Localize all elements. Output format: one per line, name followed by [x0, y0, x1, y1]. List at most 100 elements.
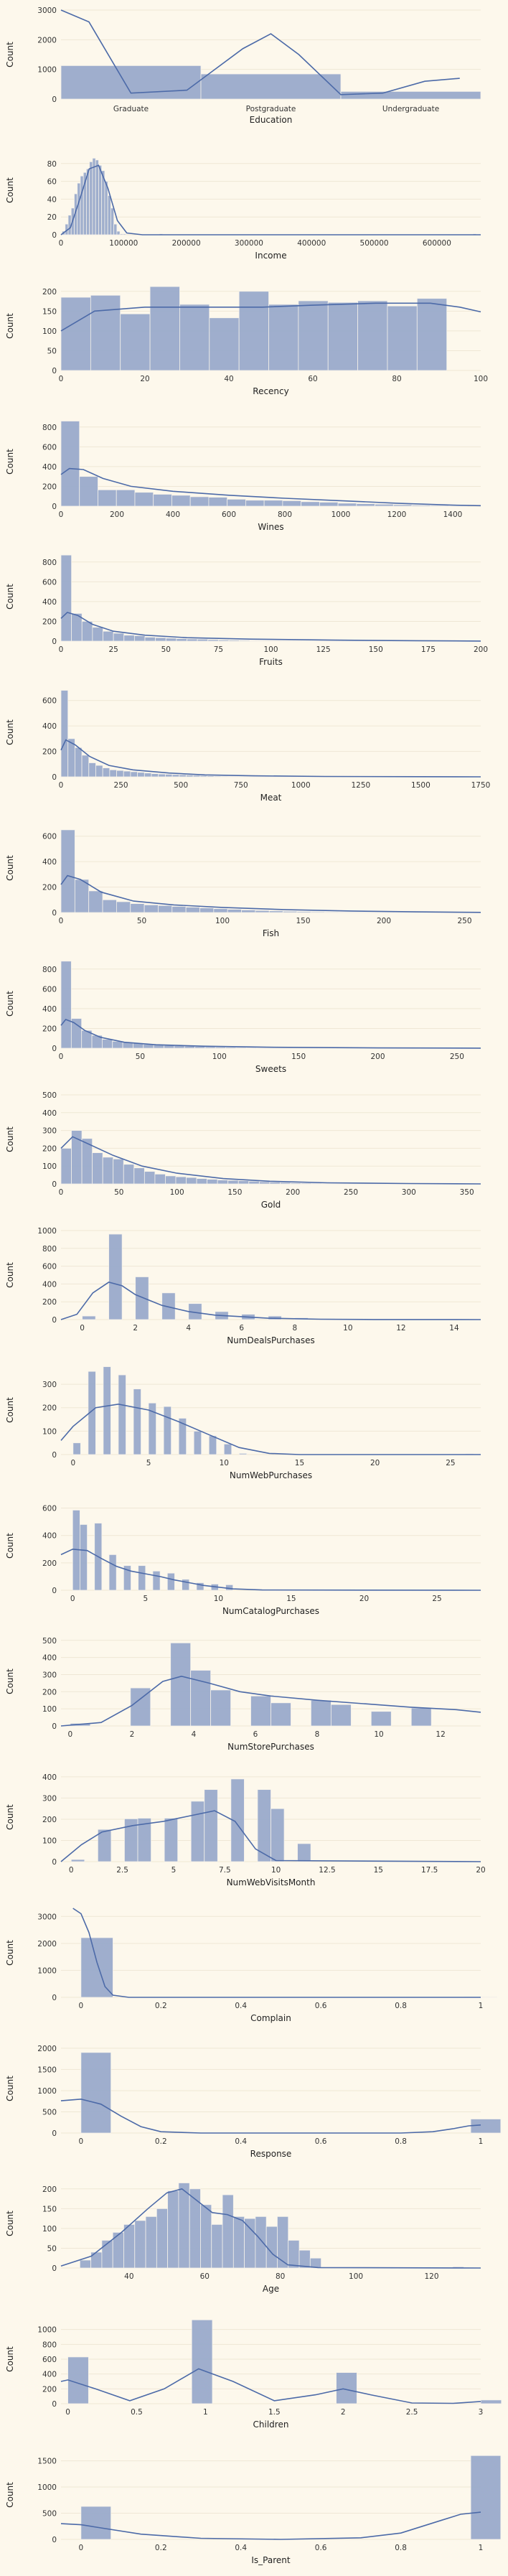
x-tick-label: 100 — [212, 1053, 227, 1061]
bar — [60, 1147, 72, 1185]
y-tick-label: 400 — [42, 722, 57, 731]
chart-wines: 0 200 400 600 800 1000 1200 1400 0 200 400 600 800 Wi… — [5, 420, 481, 532]
x-tick-label: 500 — [174, 781, 188, 790]
y-tick-label: 50 — [47, 347, 57, 355]
bar — [119, 233, 123, 235]
bar — [176, 638, 187, 642]
bar — [145, 2216, 157, 2269]
x-tick-label: 0 — [59, 239, 64, 248]
bar — [79, 2260, 92, 2269]
bar — [152, 1571, 161, 1591]
bar — [155, 638, 166, 642]
y-tick-label: 300 — [42, 1794, 57, 1803]
chart-age: 40 60 80 100 120 0 50 100 150 200 Age Count — [5, 2183, 481, 2294]
bar — [113, 1158, 124, 1185]
bar — [192, 775, 201, 778]
kde-curve — [60, 874, 481, 913]
y-tick-label: 2000 — [37, 36, 57, 45]
x-tick-label: 500000 — [360, 239, 389, 248]
bar — [298, 300, 329, 371]
y-tick-label: 2000 — [37, 1940, 57, 1949]
y-tick-label: 100 — [42, 1162, 57, 1171]
bar — [301, 1182, 312, 1185]
x-tick-label: 6 — [239, 1324, 244, 1333]
bar — [60, 65, 202, 100]
panel-complain: 0 0.2 0.4 0.6 0.8 1 0 1000 2000 3000 Complain Count — [0, 1898, 508, 2034]
bar — [241, 910, 256, 913]
bar — [179, 774, 187, 778]
bar — [327, 302, 358, 371]
bar — [225, 1585, 234, 1591]
bar — [123, 770, 131, 778]
bar — [130, 771, 138, 778]
bar — [110, 207, 115, 235]
kde-curve — [60, 1281, 481, 1320]
y-tick-label: 0 — [52, 909, 57, 918]
bar — [120, 313, 151, 371]
y-tick-label: 0 — [52, 503, 57, 511]
bar — [60, 555, 72, 642]
bar — [88, 762, 96, 778]
x-axis-label: NumStorePurchases — [227, 1742, 314, 1752]
x-tick-label: 75 — [214, 645, 223, 654]
panel-income: 0 100000 200000 300000 400000 500000 600000 0 20… — [0, 136, 508, 271]
x-tick-label: 250 — [457, 917, 471, 925]
kde-curve — [72, 1908, 481, 1998]
panel-numwebvisitsmonth: 0 2.5 5 7.5 10 12.5 15 17.5 20 0 100 200 300 400 NumWe… — [0, 1763, 508, 1898]
bar — [60, 690, 69, 778]
bar — [107, 195, 111, 235]
bar — [175, 1176, 187, 1185]
bar — [189, 496, 210, 506]
x-tick-label: 20 — [476, 1866, 485, 1875]
bar — [338, 911, 353, 913]
chart-numwebvisitsmonth: 0 2.5 5 7.5 10 12.5 15 17.5 200100200300400NumWe… — [5, 1773, 486, 1887]
bar — [154, 1173, 166, 1185]
x-tick-label: 0 — [59, 917, 64, 925]
bar — [164, 1818, 179, 1862]
kde-curve — [60, 1136, 481, 1185]
kde-curve — [60, 1404, 481, 1456]
y-tick-label: 200 — [42, 287, 57, 296]
y-tick-label: 100 — [42, 1705, 57, 1714]
x-tick-label: 2.5 — [406, 2408, 418, 2417]
x-axis-label: NumCatalogPurchases — [222, 1606, 319, 1616]
x-tick-label: 100000 — [109, 239, 138, 248]
bar — [232, 2216, 245, 2269]
y-axis-label: Count — [5, 1126, 15, 1152]
bar — [197, 639, 209, 642]
x-axis-label: Fish — [263, 928, 279, 938]
bar — [148, 1403, 156, 1455]
x-tick-label: 100 — [349, 2272, 363, 2281]
bar — [200, 73, 342, 100]
chart-response: 0 0.2 0.4 0.6 0.8 1 0 500 1000 1500 2000 Response Co… — [5, 2045, 502, 2159]
x-tick-label: 400 — [166, 510, 180, 519]
kde-curve — [60, 164, 481, 235]
bar — [102, 899, 117, 913]
x-tick-label: 350 — [460, 1188, 474, 1197]
y-axis-label: Count — [5, 448, 15, 474]
x-tick-label: 10 — [220, 1459, 229, 1467]
x-tick-label: 10 — [271, 1866, 281, 1875]
x-tick-label: 1 — [479, 2137, 484, 2146]
kde-curve — [60, 1676, 481, 1727]
chart-numwebpurchases: 0 5 10 15 20 25 0 100 200 300 NumWebPurchases Count — [5, 1366, 481, 1480]
x-tick-label: 50 — [137, 917, 146, 925]
bar — [470, 2455, 502, 2540]
bar — [208, 496, 228, 506]
x-tick-label: 50 — [114, 1188, 123, 1197]
y-tick-label: 400 — [42, 1532, 57, 1541]
bar — [298, 2250, 311, 2269]
x-tick-label: 10 — [214, 1595, 223, 1603]
bar — [282, 500, 302, 506]
bar — [133, 1389, 141, 1455]
bar — [199, 907, 215, 913]
chart-recency: 0 20 40 60 80 100 0 50 100 150 200 Recency Count — [5, 286, 488, 396]
bar — [137, 1818, 151, 1862]
bar — [234, 776, 243, 778]
y-tick-label: 200 — [42, 618, 57, 627]
y-tick-label: 0 — [52, 1180, 57, 1189]
chart-education: Graduate Postgraduate Undergraduate 0 1000 20… — [5, 6, 481, 125]
x-tick-label: 40 — [124, 2272, 133, 2281]
bar — [269, 1181, 281, 1185]
y-tick-label: 800 — [42, 423, 57, 431]
